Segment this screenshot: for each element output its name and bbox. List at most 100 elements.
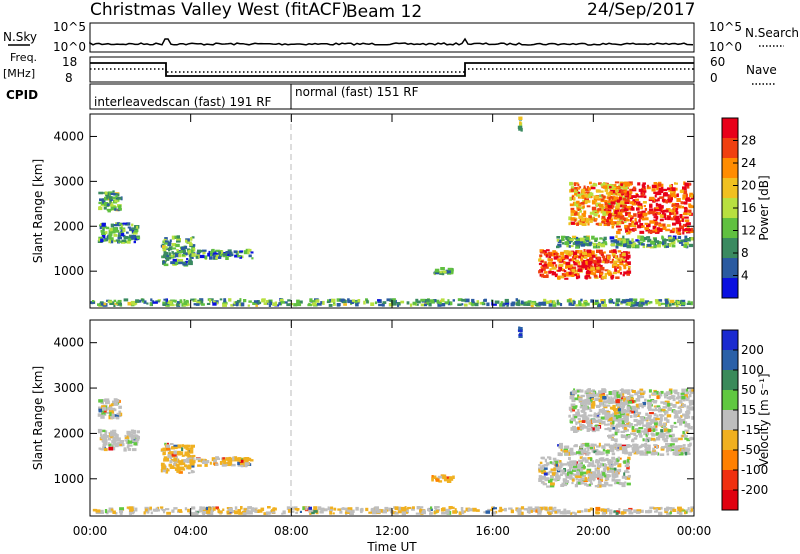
power-echo-9 — [569, 203, 574, 207]
power-echo-0 — [415, 298, 419, 303]
power-echo-0 — [511, 301, 515, 305]
power-echo-9 — [577, 208, 581, 211]
power-echo-8 — [653, 245, 657, 249]
velocity-echo-10 — [662, 423, 666, 426]
power-echo-7 — [539, 254, 543, 257]
velocity-echo-10 — [651, 408, 656, 412]
power-echo-0 — [174, 299, 177, 303]
velocity-echo-3 — [177, 450, 181, 454]
power-echo-7 — [539, 269, 544, 273]
velocity-echo-7 — [569, 466, 572, 471]
power-echo-10 — [630, 217, 633, 222]
velocity-echo-0 — [461, 510, 465, 515]
velocity-echo-4 — [240, 464, 244, 468]
velocity-echo-9 — [610, 422, 615, 427]
figure-title: Christmas Valley West (fitACF) — [90, 0, 348, 20]
velocity-echo-7 — [548, 470, 553, 474]
velocity-echo-0 — [401, 511, 406, 516]
power-echo-10 — [620, 189, 626, 194]
velocity-echo-1 — [118, 413, 121, 416]
velocity-echo-2 — [100, 435, 106, 439]
power-echo-9 — [583, 191, 587, 194]
velocity-echo-3 — [169, 465, 175, 469]
velocity-echo-10 — [664, 412, 667, 416]
power-echo-3 — [169, 254, 173, 257]
velocity-echo-8 — [582, 443, 588, 447]
power-echo-10 — [667, 187, 671, 191]
power-echo-9 — [585, 220, 589, 224]
power-echo-9 — [597, 208, 602, 211]
velocity-echo-0 — [546, 511, 550, 514]
power-echo-7 — [613, 265, 617, 269]
velocity-echo-7 — [603, 474, 607, 478]
velocity-echo-8 — [678, 445, 683, 448]
velocity-echo-10 — [647, 399, 650, 402]
power-echo-8 — [597, 243, 601, 247]
velocity-echo-7 — [550, 482, 555, 486]
power-echo-7 — [611, 274, 614, 279]
velocity-echo-8 — [687, 443, 691, 448]
velocity-echo-0 — [128, 506, 134, 509]
velocity-echo-9 — [582, 424, 586, 428]
velocity-echo-0 — [254, 510, 258, 513]
velocity-echo-0 — [609, 511, 613, 515]
power-echo-0 — [504, 298, 509, 303]
velocity-echo-7 — [540, 456, 545, 459]
velocity-echo-0 — [475, 509, 480, 512]
velocity-echo-3 — [169, 451, 174, 455]
power-echo-10 — [606, 211, 611, 214]
velocity-echo-7 — [606, 466, 611, 471]
velocity-echo-0 — [515, 507, 519, 511]
velocity-x-tick-label-2: 08:00 — [274, 524, 309, 538]
velocity-echo-3 — [173, 463, 177, 467]
power-echo-10 — [675, 204, 680, 207]
velocity-echo-7 — [558, 465, 562, 469]
velocity-echo-7 — [614, 482, 617, 485]
power-echo-9 — [586, 200, 591, 203]
velocity-echo-9 — [621, 389, 627, 393]
velocity-echo-0 — [535, 509, 538, 513]
power-echo-7 — [551, 271, 556, 276]
velocity-echo-2 — [108, 444, 114, 447]
power-echo-0 — [287, 299, 292, 302]
power-echo-8 — [615, 245, 619, 249]
velocity-echo-8 — [567, 451, 571, 456]
power-echo-9 — [602, 185, 608, 189]
power-echo-0 — [608, 299, 614, 303]
velocity-echo-0 — [635, 511, 641, 514]
velocity-echo-4 — [248, 457, 252, 461]
velocity-echo-10 — [656, 395, 660, 400]
velocity-echo-1 — [116, 412, 120, 415]
velocity-echo-0 — [346, 509, 351, 513]
power-echo-10 — [623, 181, 628, 185]
power-echo-0 — [123, 298, 129, 302]
velocity-echo-0 — [347, 507, 353, 511]
power-echo-8 — [638, 235, 644, 238]
velocity-echo-0 — [155, 507, 159, 510]
power-echo-0 — [391, 300, 396, 304]
power-echo-10 — [626, 191, 631, 195]
velocity-echo-5 — [433, 475, 437, 479]
power-echo-10 — [643, 195, 647, 199]
velocity-echo-8 — [604, 443, 607, 446]
power-echo-8 — [680, 239, 684, 243]
velocity-echo-1 — [100, 414, 105, 419]
power-echo-8 — [662, 240, 667, 245]
power-echo-7 — [541, 273, 545, 278]
velocity-echo-7 — [588, 462, 591, 466]
velocity-echo-7 — [565, 475, 568, 479]
power-echo-7 — [586, 258, 591, 262]
power-echo-0 — [600, 299, 605, 303]
power-echo-0 — [317, 302, 322, 306]
velocity-echo-8 — [560, 447, 563, 452]
power-echo-7 — [585, 260, 588, 265]
power-echo-4 — [219, 253, 223, 258]
power-echo-9 — [577, 220, 583, 225]
power-echo-0 — [347, 300, 352, 304]
power-echo-0 — [99, 302, 104, 306]
velocity-echo-0 — [320, 507, 325, 512]
velocity-echo-7 — [554, 460, 559, 465]
velocity-echo-9 — [599, 403, 602, 407]
velocity-echo-9 — [586, 421, 590, 424]
velocity-echo-3 — [162, 469, 167, 473]
